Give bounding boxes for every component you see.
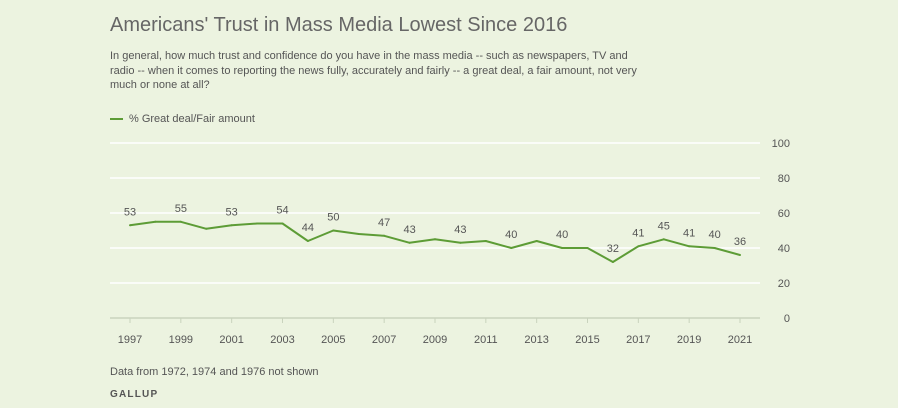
data-point bbox=[611, 261, 614, 263]
data-point bbox=[357, 233, 360, 235]
x-tick-label: 1997 bbox=[118, 334, 142, 346]
data-label: 40 bbox=[556, 229, 568, 241]
data-point bbox=[434, 238, 436, 241]
legend-label: % Great deal/Fair amount bbox=[129, 113, 255, 125]
data-point bbox=[332, 229, 335, 232]
data-point bbox=[306, 240, 309, 242]
data-label: 44 bbox=[302, 222, 314, 234]
data-point bbox=[713, 247, 716, 249]
data-label: 32 bbox=[607, 243, 619, 255]
data-point bbox=[205, 227, 208, 230]
data-label: 47 bbox=[378, 217, 390, 229]
data-label: 54 bbox=[276, 205, 288, 217]
data-point bbox=[230, 224, 233, 227]
data-label: 55 bbox=[175, 203, 187, 215]
x-tick-label: 2019 bbox=[677, 334, 701, 346]
data-point bbox=[586, 247, 589, 249]
x-tick-label: 2003 bbox=[270, 334, 294, 346]
data-point bbox=[662, 238, 665, 241]
series-line bbox=[129, 220, 741, 263]
x-tick-label: 2001 bbox=[219, 334, 243, 346]
x-tick-label: 2005 bbox=[321, 334, 345, 346]
data-label: 43 bbox=[403, 224, 415, 236]
data-label: 36 bbox=[734, 236, 746, 248]
y-tick-label: 60 bbox=[778, 208, 790, 220]
x-tick-label: 2015 bbox=[575, 334, 599, 346]
footnote: Data from 1972, 1974 and 1976 not shown bbox=[110, 366, 319, 378]
x-tick-label: 2017 bbox=[626, 334, 650, 346]
data-point bbox=[459, 241, 462, 244]
data-label: 40 bbox=[708, 229, 720, 241]
y-tick-label: 0 bbox=[784, 313, 790, 325]
data-point bbox=[256, 222, 259, 225]
x-tick-label: 2009 bbox=[423, 334, 447, 346]
y-tick-label: 80 bbox=[778, 173, 790, 185]
x-tick-label: 1999 bbox=[169, 334, 193, 346]
chart-subtitle: In general, how much trust and confidenc… bbox=[110, 50, 637, 91]
data-label: 50 bbox=[327, 212, 339, 224]
x-tick-label: 2011 bbox=[474, 334, 498, 346]
data-point bbox=[561, 247, 564, 249]
data-point bbox=[129, 224, 131, 227]
data-label: 43 bbox=[454, 224, 466, 236]
data-point bbox=[154, 220, 157, 223]
data-point bbox=[688, 245, 691, 248]
data-label: 41 bbox=[632, 227, 644, 239]
data-label: 45 bbox=[658, 220, 670, 232]
data-label: 53 bbox=[124, 206, 136, 218]
data-point bbox=[510, 247, 513, 249]
x-tick-label: 2007 bbox=[372, 334, 396, 346]
data-point bbox=[408, 241, 411, 244]
data-label: 40 bbox=[505, 229, 517, 241]
data-label: 53 bbox=[226, 206, 238, 218]
data-point bbox=[281, 222, 284, 225]
data-point bbox=[637, 245, 640, 248]
data-point bbox=[179, 220, 182, 223]
y-tick-label: 100 bbox=[772, 138, 790, 150]
legend: % Great deal/Fair amount bbox=[110, 113, 255, 125]
y-tick-label: 40 bbox=[778, 243, 790, 255]
data-label: 41 bbox=[683, 227, 695, 239]
data-point bbox=[383, 234, 386, 237]
legend-swatch bbox=[110, 118, 123, 120]
x-tick-label: 2021 bbox=[728, 334, 752, 346]
data-point bbox=[535, 240, 538, 242]
data-point bbox=[484, 240, 487, 242]
chart-title: Americans' Trust in Mass Media Lowest Si… bbox=[110, 14, 568, 36]
y-tick-label: 20 bbox=[778, 278, 790, 290]
data-point bbox=[739, 254, 741, 256]
x-tick-label: 2013 bbox=[524, 334, 548, 346]
source-logo: GALLUP bbox=[110, 389, 159, 400]
